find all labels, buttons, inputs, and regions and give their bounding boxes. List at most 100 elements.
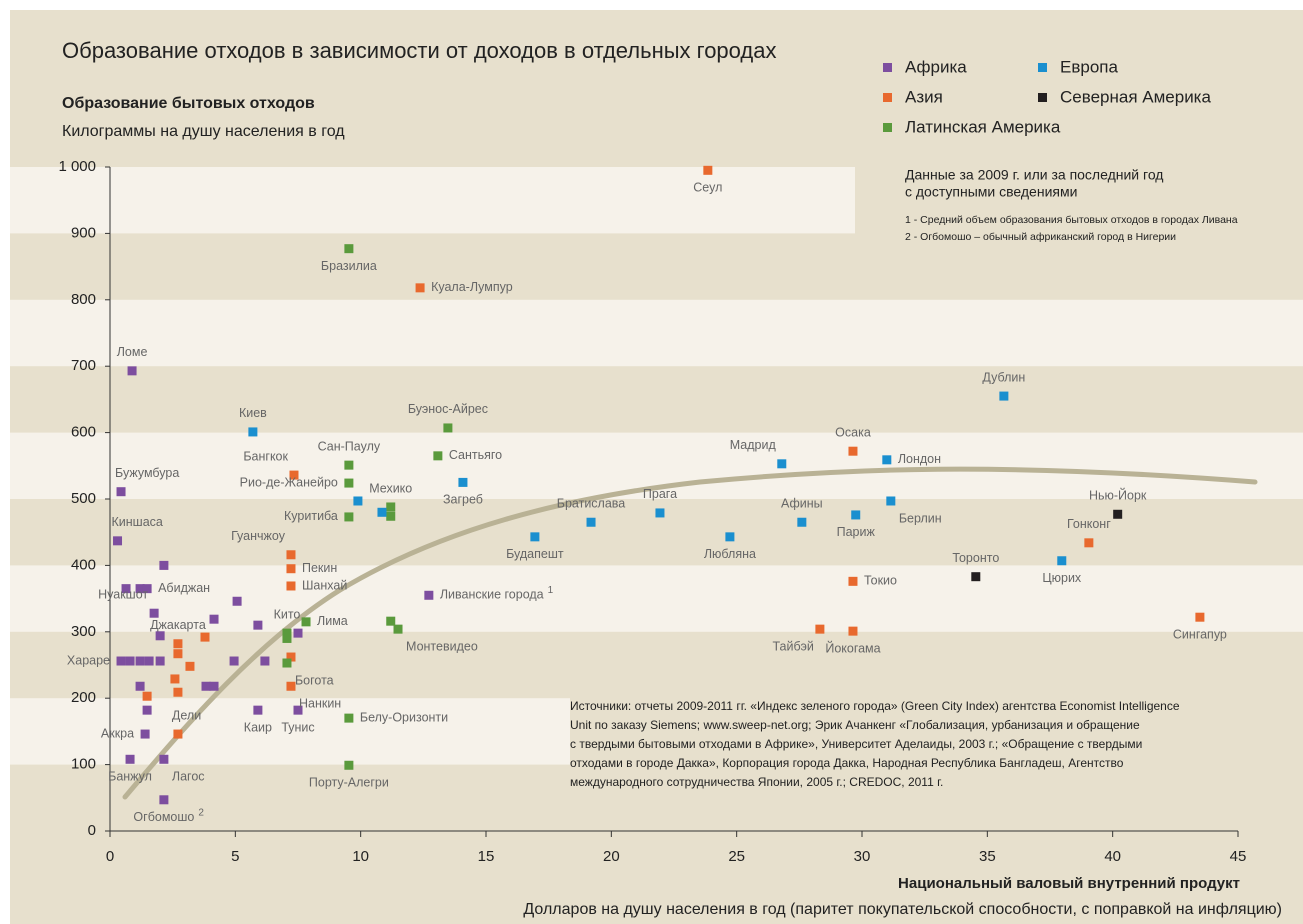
band	[10, 565, 1303, 632]
point	[971, 572, 981, 582]
point	[586, 517, 596, 527]
point	[344, 478, 354, 488]
point	[209, 681, 219, 691]
point-label: Мадрид	[730, 438, 777, 452]
point	[135, 681, 145, 691]
legend-swatch	[883, 93, 892, 102]
band	[10, 299, 1303, 367]
point-label: Бразилиа	[321, 259, 377, 273]
point	[127, 366, 137, 376]
point	[301, 617, 311, 627]
point	[159, 560, 169, 570]
point	[144, 656, 154, 666]
point	[142, 584, 152, 594]
y-tick-label: 0	[88, 822, 96, 839]
y-tick-label: 900	[71, 224, 96, 241]
point	[851, 510, 861, 520]
point-label: Тайбэй	[772, 639, 813, 653]
point-label: Лондон	[898, 452, 941, 466]
point	[173, 729, 183, 739]
point	[142, 691, 152, 701]
legend-label: Африка	[905, 57, 967, 76]
point	[232, 596, 242, 606]
point	[248, 427, 258, 437]
point-label: Шанхай	[302, 578, 347, 592]
point	[377, 507, 387, 517]
footnote: 1 - Средний объем образования бытовых от…	[905, 214, 1238, 226]
point	[293, 705, 303, 715]
point	[386, 511, 396, 521]
point	[229, 656, 239, 666]
point	[777, 459, 787, 469]
point	[289, 470, 299, 480]
point-label: Огбомошо	[133, 810, 194, 824]
legend-label: Северная Америка	[1060, 87, 1211, 106]
point-label: Йокогама	[825, 640, 880, 655]
point-label: Прага	[643, 487, 677, 501]
point	[725, 532, 735, 542]
point	[1084, 538, 1094, 548]
point-label: Киев	[239, 406, 267, 420]
point	[282, 628, 292, 638]
point	[253, 705, 263, 715]
point	[458, 477, 468, 487]
source: Unit по заказу Siemens; www.sweep-net.or…	[570, 718, 1140, 732]
point-label: Сантьяго	[449, 448, 502, 462]
point	[286, 564, 296, 574]
point-label: Загреб	[443, 493, 483, 507]
legend-label: Латинская Америка	[905, 117, 1061, 136]
point-label: Сеул	[693, 181, 722, 195]
point-label: Порту-Алегри	[309, 776, 389, 790]
point-label: Ломе	[117, 345, 148, 359]
point-label: Нуакшот	[98, 588, 148, 602]
legend-swatch	[883, 123, 892, 132]
y-tick-label: 100	[71, 756, 96, 773]
point	[797, 517, 807, 527]
point	[135, 656, 145, 666]
point	[443, 423, 453, 433]
point	[282, 658, 292, 668]
y-tick-label: 200	[71, 689, 96, 706]
subtitle: Образование бытовых отходов	[62, 95, 315, 112]
y-axis-label: Килограммы на душу населения в год	[62, 123, 345, 140]
point	[173, 639, 183, 649]
point	[159, 754, 169, 764]
x-tick-label: 5	[231, 848, 239, 865]
point-label: Торонто	[952, 551, 999, 565]
point-label: Джакарта	[150, 618, 206, 632]
point-label: Нью-Йорк	[1089, 488, 1147, 503]
point-label: Дублин	[982, 370, 1025, 384]
point	[125, 656, 135, 666]
point	[415, 283, 425, 293]
point	[344, 760, 354, 770]
point-label: Сан-Паулу	[318, 439, 381, 453]
point	[282, 633, 292, 643]
label-note: 2	[198, 807, 204, 818]
point-label: Афины	[781, 497, 823, 511]
point	[703, 165, 713, 175]
point	[882, 455, 892, 465]
point	[135, 584, 145, 594]
point	[286, 652, 296, 662]
point-label: Пекин	[302, 561, 337, 575]
x-tick-label: 40	[1104, 848, 1121, 865]
point	[155, 631, 165, 641]
x-tick-label: 10	[352, 848, 369, 865]
source: международного сотрудничества Японии, 20…	[570, 775, 943, 789]
point	[433, 451, 443, 461]
point	[173, 649, 183, 659]
point-label: Тунис	[281, 720, 314, 734]
label-note: 1	[548, 585, 554, 596]
point-label: Токио	[864, 574, 897, 588]
source: с твердыми бытовыми отходами в Африке», …	[570, 737, 1142, 751]
point-label: Дели	[172, 708, 201, 722]
point	[260, 656, 270, 666]
point	[155, 656, 165, 666]
point	[140, 729, 150, 739]
point	[209, 614, 219, 624]
point-label: Хараре	[67, 653, 110, 667]
point	[886, 496, 896, 506]
point-label: Монтевидео	[406, 639, 478, 653]
chart-title: Образование отходов в зависимости от дох…	[62, 38, 777, 63]
